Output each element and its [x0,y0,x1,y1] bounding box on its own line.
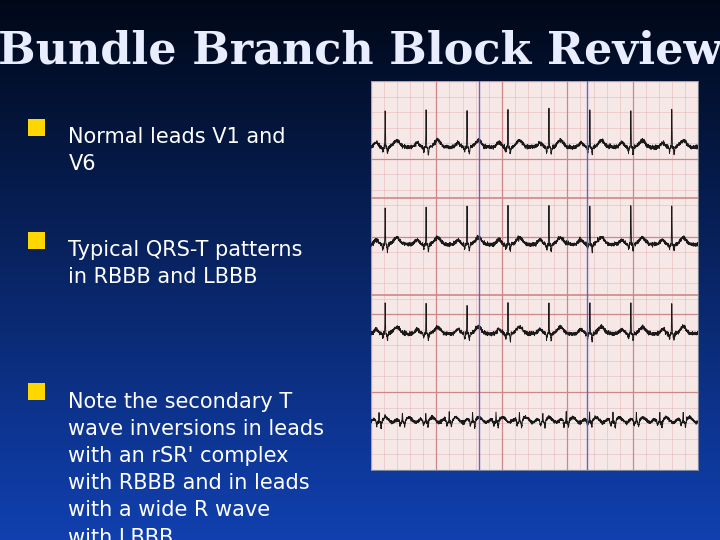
Text: Bundle Branch Block Review: Bundle Branch Block Review [0,30,720,73]
FancyBboxPatch shape [28,119,45,136]
Text: Normal leads V1 and
V6: Normal leads V1 and V6 [68,127,286,174]
Text: Typical QRS-T patterns
in RBBB and LBBB: Typical QRS-T patterns in RBBB and LBBB [68,240,303,287]
FancyBboxPatch shape [28,383,45,400]
FancyBboxPatch shape [28,232,45,249]
Text: Note the secondary T
wave inversions in leads
with an rSR' complex
with RBBB and: Note the secondary T wave inversions in … [68,392,325,540]
